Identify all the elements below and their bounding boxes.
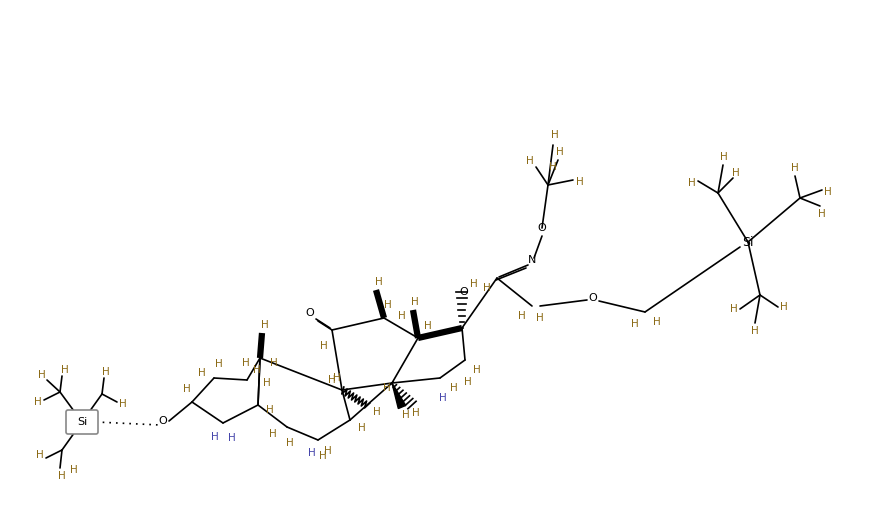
Text: H: H [463, 377, 471, 387]
Text: H: H [102, 367, 110, 377]
Text: H: H [631, 319, 638, 329]
Text: H: H [253, 365, 260, 375]
Polygon shape [392, 383, 405, 408]
Text: H: H [439, 393, 447, 403]
Text: H: H [412, 408, 419, 418]
Text: H: H [375, 277, 383, 287]
Text: N: N [527, 255, 535, 265]
Text: H: H [688, 178, 696, 188]
Text: H: H [548, 162, 556, 172]
Text: H: H [320, 341, 328, 351]
Text: O: O [459, 287, 468, 297]
Text: H: H [70, 465, 78, 475]
Text: Si: Si [77, 417, 87, 427]
Text: H: H [424, 321, 431, 331]
Text: H: H [323, 446, 331, 456]
Text: H: H [449, 383, 457, 393]
Text: H: H [34, 397, 42, 407]
Text: H: H [472, 365, 480, 375]
Text: H: H [215, 359, 222, 369]
Text: H: H [719, 152, 727, 162]
Text: H: H [483, 283, 490, 293]
Text: H: H [183, 384, 190, 394]
Text: H: H [384, 300, 392, 310]
Text: H: H [729, 304, 737, 314]
Text: H: H [383, 383, 391, 393]
Text: O: O [159, 416, 167, 426]
Text: H: H [263, 378, 270, 388]
Text: H: H [750, 326, 758, 336]
Text: H: H [358, 423, 365, 433]
Text: H: H [550, 130, 558, 140]
Text: O: O [588, 293, 596, 303]
Text: H: H [319, 451, 327, 461]
Text: H: H [228, 433, 236, 443]
Text: H: H [286, 438, 293, 448]
Text: H: H [556, 147, 563, 157]
Text: H: H [268, 429, 276, 439]
FancyBboxPatch shape [66, 410, 97, 434]
Text: O: O [537, 223, 546, 233]
Text: H: H [328, 375, 336, 385]
Text: H: H [307, 448, 315, 458]
Text: H: H [211, 432, 219, 442]
Text: H: H [270, 358, 277, 368]
Text: H: H [652, 317, 660, 327]
Text: O: O [306, 308, 314, 318]
Text: H: H [823, 187, 831, 197]
Text: H: H [411, 297, 418, 307]
Text: H: H [242, 358, 250, 368]
Text: H: H [470, 279, 478, 289]
Text: H: H [119, 399, 127, 409]
Text: H: H [517, 311, 525, 321]
Text: H: H [266, 405, 274, 415]
Text: H: H [198, 368, 206, 378]
Text: H: H [790, 163, 798, 173]
Text: H: H [333, 373, 340, 383]
Text: H: H [373, 407, 380, 417]
Text: H: H [576, 177, 583, 187]
Text: H: H [36, 450, 43, 460]
Text: H: H [398, 311, 406, 321]
Text: H: H [731, 168, 739, 178]
Text: H: H [780, 302, 787, 312]
Text: H: H [260, 320, 268, 330]
Text: H: H [817, 209, 825, 219]
Text: H: H [38, 370, 46, 380]
Text: H: H [61, 365, 69, 375]
Text: H: H [58, 471, 66, 481]
Text: H: H [535, 313, 543, 323]
Text: H: H [525, 156, 533, 166]
Text: H: H [401, 410, 409, 420]
Text: Si: Si [742, 235, 753, 248]
